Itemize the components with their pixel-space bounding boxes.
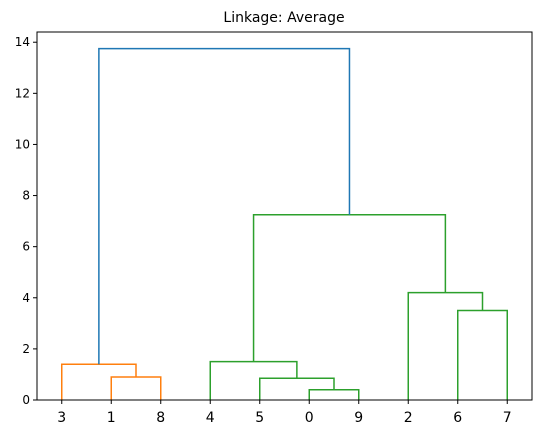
y-tick-label: 2 [22,342,30,356]
y-tick-label: 0 [22,393,30,407]
y-tick-label: 14 [15,35,30,49]
plot-frame [36,31,533,401]
leaf-label: 3 [57,410,66,426]
leaf-label: 0 [305,410,314,426]
leaf-label: 6 [453,410,462,426]
leaf-label: 2 [404,410,413,426]
dendrogram-link [252,213,447,362]
leaf-label: 1 [107,410,116,426]
dendrogram-link [457,309,508,400]
dendrogram-link [407,291,484,400]
dendrogram-link [259,377,335,400]
y-tick-label: 4 [22,291,30,305]
dendrogram-link [308,389,360,400]
dendrogram-link [110,376,162,400]
dendrogram-link [209,360,298,400]
leaf-label: 5 [255,410,264,426]
y-tick-label: 10 [15,137,30,151]
x-axis: 3 1 8 4 5 0 9 2 6 7 [57,400,512,426]
y-tick-label: 6 [22,240,30,254]
dendrogram-link [98,47,351,365]
dendrogram-link [61,363,137,400]
leaf-label: 9 [354,410,363,426]
y-tick-label: 8 [22,189,30,203]
chart-title: Linkage: Average [223,10,344,26]
dendrogram-links [61,47,508,400]
y-axis: 0 2 4 6 8 10 12 14 [15,35,37,407]
y-tick-label: 12 [15,86,30,100]
leaf-label: 8 [156,410,165,426]
leaf-label: 4 [206,410,215,426]
leaf-label: 7 [503,410,512,426]
